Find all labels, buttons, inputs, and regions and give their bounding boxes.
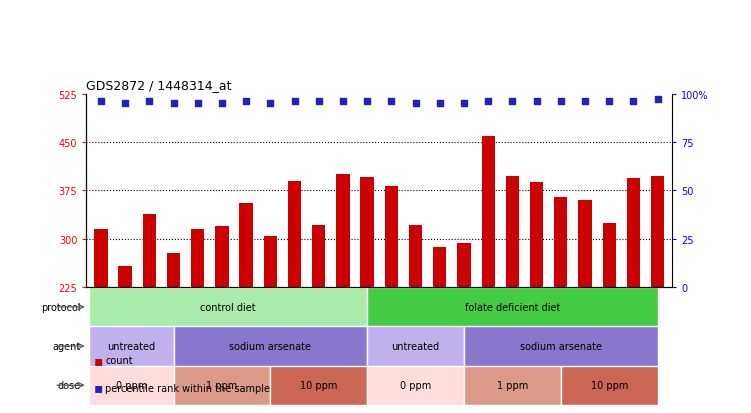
Text: 1 ppm: 1 ppm: [207, 380, 237, 390]
Point: [167, 101, 179, 107]
Bar: [481, 136, 495, 287]
Point: [458, 101, 470, 107]
Point: [409, 101, 421, 107]
Bar: [530, 183, 543, 287]
Bar: [312, 225, 325, 287]
Bar: [270, 366, 367, 405]
Point: [506, 99, 518, 105]
Point: [555, 99, 567, 105]
Bar: [409, 225, 422, 287]
Bar: [464, 366, 561, 405]
Bar: [651, 176, 665, 287]
Bar: [240, 204, 253, 287]
Text: protocol: protocol: [41, 302, 80, 312]
Point: [288, 99, 300, 105]
Point: [361, 99, 373, 105]
Bar: [367, 327, 464, 366]
Text: sodium arsenate: sodium arsenate: [520, 341, 602, 351]
Bar: [89, 287, 367, 327]
Text: 10 ppm: 10 ppm: [590, 380, 628, 390]
Point: [627, 99, 639, 105]
Bar: [119, 266, 131, 287]
Bar: [367, 287, 658, 327]
Point: [95, 99, 107, 105]
Bar: [627, 178, 640, 287]
Bar: [457, 244, 471, 287]
Bar: [173, 327, 367, 366]
Bar: [264, 236, 277, 287]
Bar: [336, 175, 350, 287]
Text: ▪: ▪: [94, 381, 103, 394]
Bar: [578, 201, 592, 287]
Bar: [554, 197, 568, 287]
Point: [216, 101, 228, 107]
Point: [385, 99, 397, 105]
Bar: [505, 176, 519, 287]
Bar: [602, 223, 616, 287]
Text: 0 ppm: 0 ppm: [116, 380, 146, 390]
Text: 10 ppm: 10 ppm: [300, 380, 337, 390]
Text: untreated: untreated: [107, 341, 155, 351]
Bar: [464, 327, 658, 366]
Text: 1 ppm: 1 ppm: [496, 380, 528, 390]
Text: ▪: ▪: [94, 354, 103, 368]
Point: [337, 99, 349, 105]
Bar: [433, 247, 446, 287]
Point: [264, 101, 276, 107]
Text: control diet: control diet: [201, 302, 256, 312]
Text: folate deficient diet: folate deficient diet: [465, 302, 560, 312]
Point: [240, 99, 252, 105]
Point: [192, 101, 204, 107]
Point: [531, 99, 543, 105]
Bar: [191, 229, 204, 287]
Bar: [367, 366, 464, 405]
Bar: [143, 215, 156, 287]
Bar: [167, 254, 180, 287]
Text: 0 ppm: 0 ppm: [400, 380, 431, 390]
Point: [312, 99, 324, 105]
Text: count: count: [105, 356, 133, 366]
Bar: [173, 366, 270, 405]
Text: agent: agent: [53, 341, 80, 351]
Bar: [561, 366, 658, 405]
Bar: [360, 178, 374, 287]
Bar: [288, 181, 301, 287]
Point: [652, 97, 664, 104]
Point: [603, 99, 615, 105]
Text: GDS2872 / 1448314_at: GDS2872 / 1448314_at: [86, 79, 232, 92]
Point: [119, 101, 131, 107]
Point: [482, 99, 494, 105]
Bar: [89, 366, 173, 405]
Bar: [89, 327, 173, 366]
Text: percentile rank within the sample: percentile rank within the sample: [105, 382, 270, 392]
Text: dose: dose: [57, 380, 80, 390]
Text: untreated: untreated: [391, 341, 439, 351]
Point: [143, 99, 155, 105]
Bar: [216, 226, 228, 287]
Point: [434, 101, 446, 107]
Point: [579, 99, 591, 105]
Text: sodium arsenate: sodium arsenate: [229, 341, 312, 351]
Bar: [94, 229, 107, 287]
Bar: [385, 187, 398, 287]
